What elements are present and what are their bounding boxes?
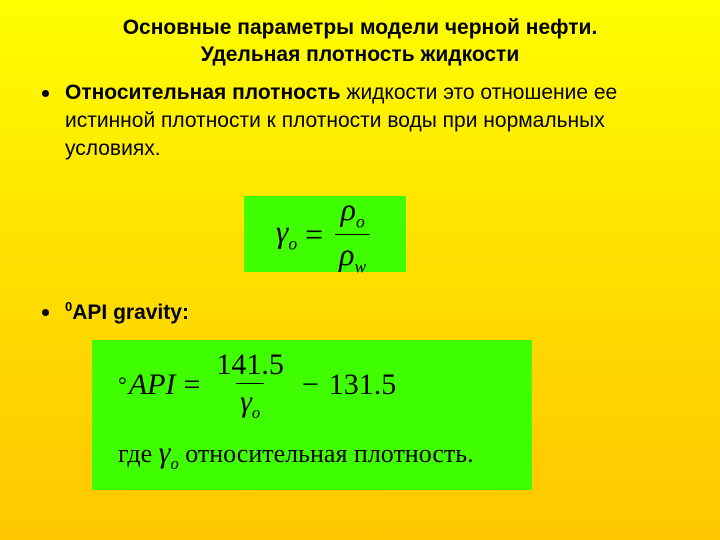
api-label: API [129, 368, 176, 402]
bullet-1-bold: Относительная плотность [65, 81, 341, 104]
bullet-1: Относительная плотность жидкости это отн… [0, 75, 720, 164]
equation-2-description: где γo относительная плотность. [106, 420, 518, 474]
constant: 131.5 [329, 368, 397, 402]
formula-box-2: °API = 141.5 γo − 131.5 где γo относител… [92, 340, 532, 490]
fraction-2: 141.5 γo [212, 348, 288, 423]
minus-sign: − [302, 368, 319, 402]
bullet-dot-icon [42, 90, 49, 97]
bullet-1-text: Относительная плотность жидкости это отн… [65, 79, 690, 164]
formula-box-1: γo = ρo ρw [244, 196, 406, 272]
fraction-1: ρo ρw [335, 191, 370, 277]
title-line-1: Основные параметры модели черной нефти. [123, 16, 598, 39]
slide-title: Основные параметры модели черной нефти. … [0, 0, 720, 75]
bullet-2: 0API gravity: [42, 298, 189, 327]
gamma-o-lhs: γo [276, 213, 297, 254]
title-line-2: Удельная плотность жидкости [201, 43, 520, 66]
degree-symbol: ° [118, 372, 127, 398]
bullet-2-text: 0API gravity: [65, 298, 189, 327]
equation-1: γo = ρo ρw [244, 196, 406, 272]
bullet-dot-icon [42, 309, 49, 316]
equation-2: °API = 141.5 γo − 131.5 [106, 350, 518, 420]
